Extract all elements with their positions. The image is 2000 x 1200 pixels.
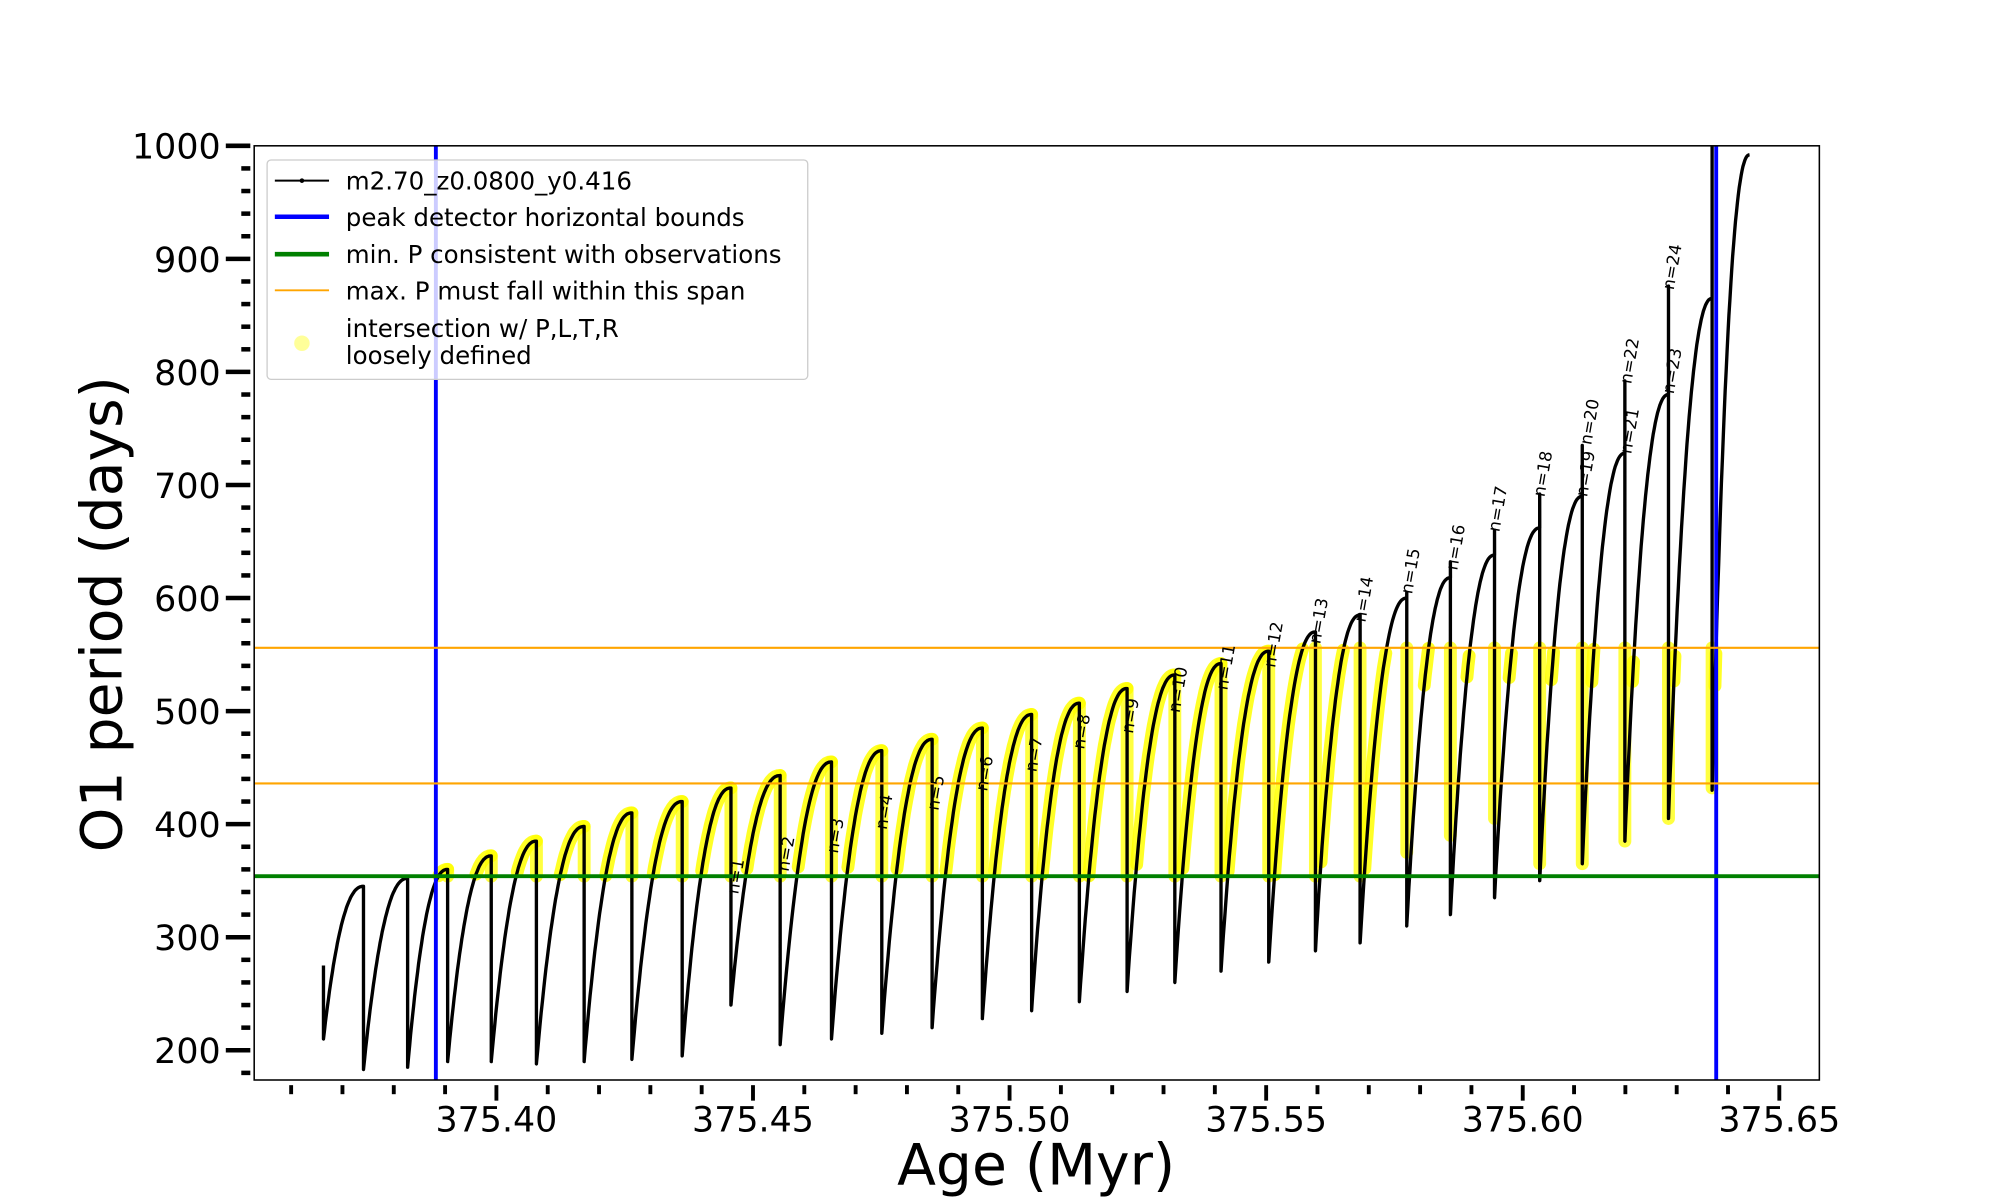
- cycle-label: n=18: [1529, 449, 1557, 498]
- cycle-label: n=17: [1483, 484, 1511, 533]
- cycle-label: n=22: [1615, 336, 1643, 385]
- cycle-label: n=14: [1350, 575, 1378, 624]
- y-tick-label: 600: [154, 580, 220, 620]
- x-axis: 375.40 375.45 375.50 375.55 375.60 375.65: [289, 1085, 1840, 1141]
- x-tick-label: 375.40: [435, 1101, 557, 1141]
- legend-label: peak detector horizontal bounds: [346, 203, 745, 232]
- y-tick-label: 400: [154, 806, 220, 846]
- cycle-label: n=21: [1615, 406, 1643, 455]
- y-axis-label: O1 period (days): [69, 376, 135, 852]
- y-axis: 200 300 400 500 600 700 800 900 1000: [132, 128, 251, 1076]
- cycle-label: n=20: [1575, 397, 1603, 446]
- cycle-label: n=11: [1211, 643, 1239, 692]
- y-tick-label: 300: [154, 919, 220, 959]
- x-tick-label: 375.60: [1462, 1101, 1584, 1141]
- cycle-label: n=4: [871, 793, 897, 831]
- plot-frame: [253, 145, 1821, 1081]
- cycle-label: n=19: [1571, 449, 1599, 498]
- cycle-label: n=6: [971, 754, 997, 792]
- model-series: [321, 145, 1751, 1072]
- x-tick-label: 375.50: [949, 1101, 1071, 1141]
- x-tick-label: 375.55: [1205, 1101, 1327, 1141]
- legend-label: loosely defined: [346, 341, 532, 370]
- cycle-label: n=23: [1658, 346, 1686, 395]
- legend-label: m2.70_z0.0800_y0.416: [346, 167, 632, 196]
- cycle-label: n=15: [1396, 547, 1424, 596]
- y-tick-label: 1000: [132, 128, 221, 168]
- y-tick-label: 500: [154, 693, 220, 733]
- cycle-label: n=13: [1304, 596, 1332, 645]
- legend-dot: [299, 178, 305, 183]
- x-axis-label: Age (Myr): [897, 1133, 1175, 1199]
- y-tick-label: 700: [154, 467, 220, 507]
- y-tick-label: 900: [154, 241, 220, 281]
- legend-label: min. P consistent with observations: [346, 240, 782, 269]
- model-line: [321, 145, 1751, 1072]
- cycle-label: n=16: [1441, 523, 1469, 572]
- x-tick-label: 375.45: [692, 1101, 814, 1141]
- legend-marker-intersection: [294, 335, 310, 351]
- x-tick-label: 375.65: [1718, 1101, 1840, 1141]
- y-tick-label: 200: [154, 1032, 220, 1072]
- y-tick-label: 800: [154, 354, 220, 394]
- cycle-label: n=12: [1259, 620, 1287, 669]
- legend-label: intersection w/ P,L,T,R: [346, 314, 619, 343]
- legend-frame: [266, 159, 809, 380]
- legend-label: max. P must fall within this span: [346, 276, 746, 305]
- cycle-label: n=7: [1021, 735, 1047, 773]
- cycle-label: n=24: [1658, 242, 1686, 291]
